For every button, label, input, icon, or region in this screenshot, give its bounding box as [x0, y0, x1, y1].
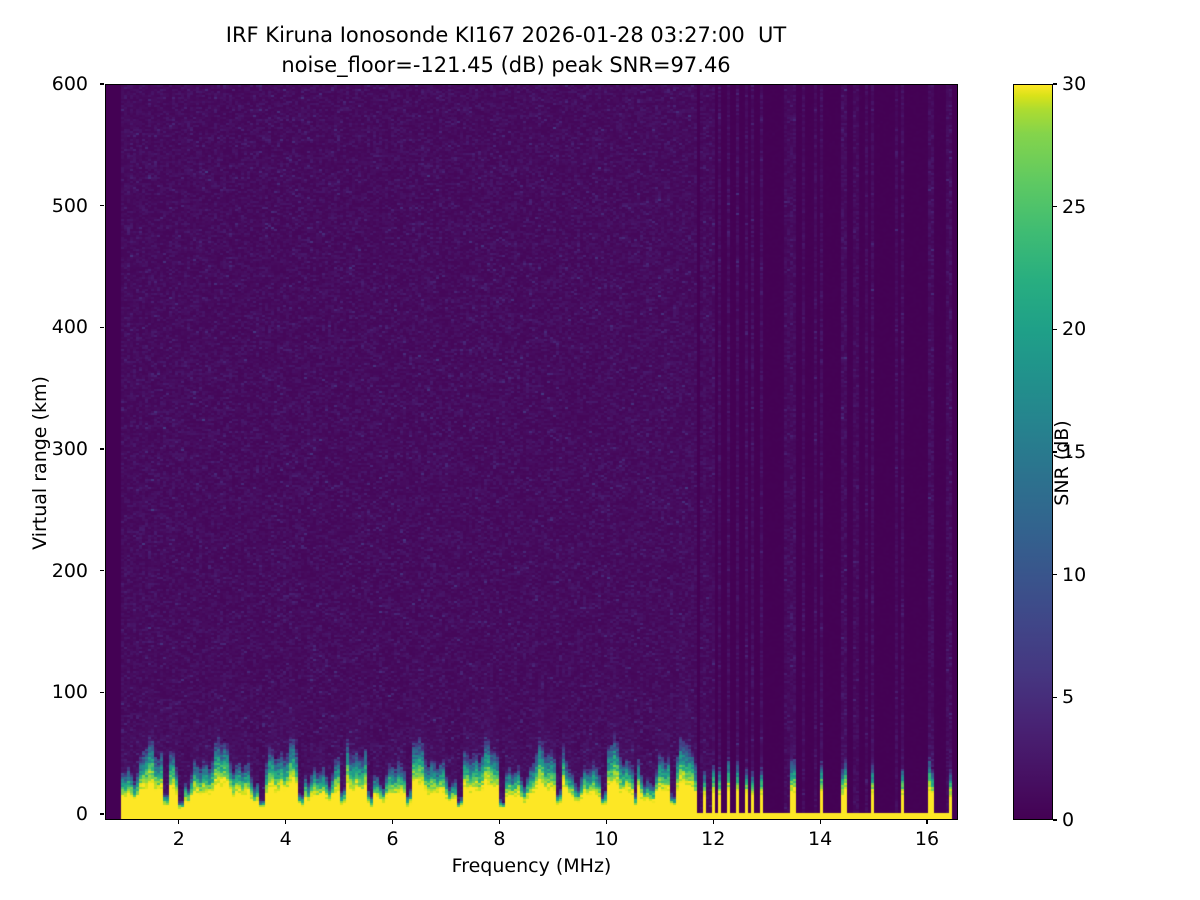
- y-tick-label: 600: [51, 73, 88, 95]
- x-tick-label: 10: [594, 828, 619, 850]
- y-tick-label: 0: [75, 802, 88, 825]
- colorbar-tick-mark: [1053, 574, 1057, 576]
- ionogram-heatmap: [106, 85, 957, 819]
- colorbar-tick-mark: [1053, 328, 1057, 330]
- colorbar-tick-mark: [1053, 451, 1057, 453]
- colorbar-tick-mark: [1053, 83, 1057, 85]
- colorbar-tick-mark: [1053, 696, 1057, 698]
- colorbar: [1013, 84, 1053, 820]
- colorbar-tick-label: 10: [1062, 563, 1087, 586]
- figure-title-line2: noise_floor=-121.45 (dB) peak SNR=97.46: [281, 53, 731, 77]
- y-tick-mark: [100, 326, 104, 328]
- ionogram-axes: [105, 84, 958, 820]
- y-tick-label: 100: [51, 681, 88, 704]
- x-tick-mark: [926, 820, 928, 824]
- y-tick-mark: [100, 448, 104, 450]
- figure-title-line1: IRF Kiruna Ionosonde KI167 2026-01-28 03…: [225, 23, 787, 47]
- y-tick-mark: [100, 691, 104, 693]
- x-tick-label: 6: [386, 828, 399, 850]
- x-tick-label: 12: [701, 828, 726, 850]
- y-tick-label: 300: [51, 437, 88, 460]
- colorbar-tick-mark: [1053, 206, 1057, 208]
- y-tick-mark: [100, 570, 104, 572]
- x-tick-label: 16: [914, 828, 940, 850]
- x-tick-label: 2: [172, 828, 185, 850]
- x-tick-mark: [712, 820, 714, 824]
- y-tick-label: 200: [51, 559, 88, 582]
- y-tick-mark: [100, 83, 104, 85]
- colorbar-title: SNR (dB): [1051, 420, 1073, 506]
- x-tick-mark: [605, 820, 607, 824]
- colorbar-tick-label: 20: [1062, 318, 1087, 341]
- x-tick-mark: [819, 820, 821, 824]
- x-axis-title: Frequency (MHz): [451, 855, 612, 877]
- colorbar-tick-label: 30: [1062, 73, 1087, 95]
- y-tick-mark: [100, 205, 104, 207]
- y-axis-title: Virtual range (km): [29, 376, 51, 550]
- x-tick-mark: [178, 820, 180, 824]
- x-tick-mark: [498, 820, 501, 824]
- x-tick-mark: [285, 820, 287, 824]
- colorbar-tick-label: 0: [1062, 809, 1075, 831]
- colorbar-tick-label: 25: [1062, 195, 1087, 218]
- colorbar-tick-label: 15: [1062, 441, 1087, 463]
- x-tick-label: 8: [493, 828, 506, 850]
- figure-title: IRF Kiruna Ionosonde KI167 2026-01-28 03…: [0, 20, 1012, 80]
- x-tick-label: 14: [808, 828, 833, 850]
- colorbar-tick-mark: [1053, 819, 1057, 821]
- y-tick-label: 400: [51, 316, 88, 339]
- y-tick-mark: [100, 813, 104, 815]
- colorbar-tick-label: 5: [1062, 686, 1075, 709]
- y-tick-label: 500: [51, 194, 88, 217]
- x-tick-label: 4: [279, 828, 292, 850]
- x-tick-mark: [391, 820, 394, 824]
